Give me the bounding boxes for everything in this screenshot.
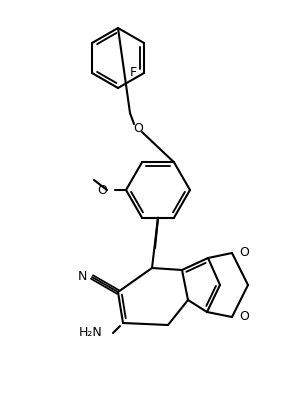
Text: O: O: [239, 310, 249, 324]
Text: O: O: [239, 246, 249, 260]
Text: N: N: [78, 270, 87, 284]
Text: O: O: [133, 122, 143, 134]
Text: O: O: [97, 184, 107, 196]
Text: H₂N: H₂N: [79, 326, 103, 340]
Text: F: F: [130, 66, 137, 80]
